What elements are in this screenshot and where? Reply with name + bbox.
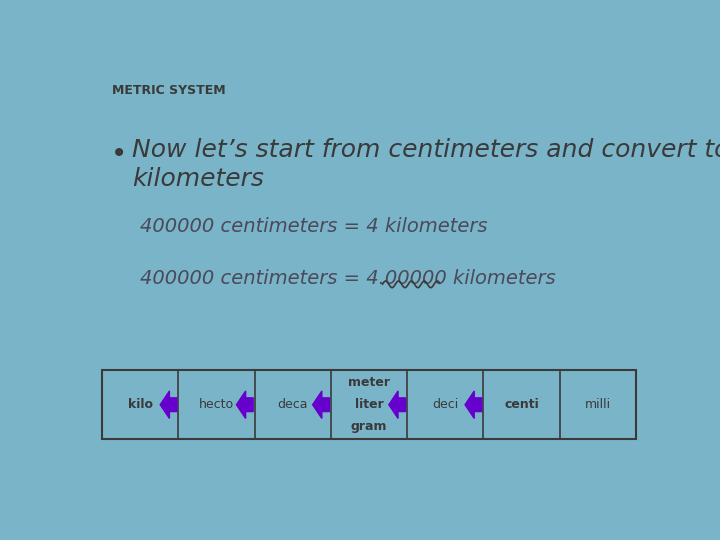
Text: milli: milli	[585, 398, 611, 411]
Text: kilo: kilo	[128, 398, 153, 411]
Text: 400000 centimeters = 4.00000 kilometers: 400000 centimeters = 4.00000 kilometers	[140, 268, 556, 287]
Text: hecto: hecto	[199, 398, 234, 411]
FancyBboxPatch shape	[102, 370, 636, 439]
Text: •: •	[111, 140, 127, 167]
Text: deca: deca	[277, 398, 308, 411]
Text: gram: gram	[351, 420, 387, 433]
FancyArrow shape	[389, 391, 405, 418]
Text: liter: liter	[355, 398, 383, 411]
Text: deci: deci	[432, 398, 459, 411]
Text: 400000 centimeters = 4 kilometers: 400000 centimeters = 4 kilometers	[140, 217, 487, 235]
FancyArrow shape	[312, 391, 329, 418]
Text: kilometers: kilometers	[132, 167, 264, 191]
Text: Now let’s start from centimeters and convert to: Now let’s start from centimeters and con…	[132, 138, 720, 161]
FancyArrow shape	[236, 391, 253, 418]
Text: meter: meter	[348, 376, 390, 389]
FancyArrow shape	[160, 391, 177, 418]
Text: METRIC SYSTEM: METRIC SYSTEM	[112, 84, 226, 97]
FancyArrow shape	[465, 391, 482, 418]
Text: centi: centi	[504, 398, 539, 411]
